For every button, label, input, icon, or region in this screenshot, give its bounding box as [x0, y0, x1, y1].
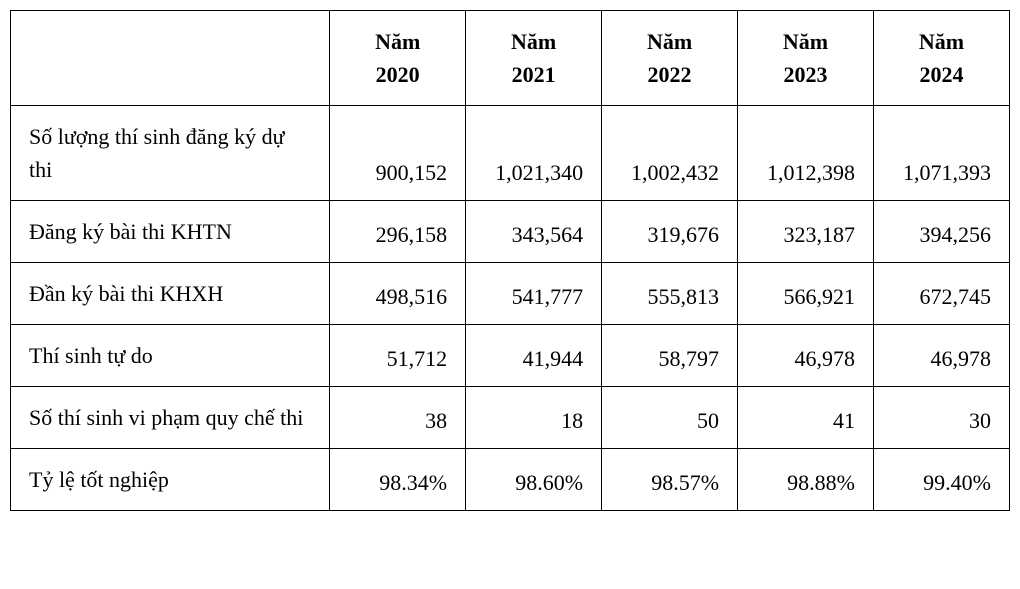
data-cell: 38: [330, 387, 466, 449]
data-cell: 319,676: [602, 201, 738, 263]
year-value: 2020: [348, 58, 447, 91]
data-table: Năm 2020 Năm 2021 Năm 2022 Năm 2023 Năm …: [10, 10, 1010, 511]
table-row: Tỷ lệ tốt nghiệp 98.34% 98.60% 98.57% 98…: [11, 449, 1010, 511]
row-label: Tỷ lệ tốt nghiệp: [11, 449, 330, 511]
data-cell: 343,564: [466, 201, 602, 263]
year-value: 2022: [620, 58, 719, 91]
col-header-2022: Năm 2022: [602, 11, 738, 106]
col-header-2021: Năm 2021: [466, 11, 602, 106]
data-cell: 672,745: [873, 263, 1009, 325]
data-cell: 46,978: [873, 325, 1009, 387]
data-cell: 323,187: [738, 201, 874, 263]
data-cell: 98.34%: [330, 449, 466, 511]
data-cell: 296,158: [330, 201, 466, 263]
row-label: Số lượng thí sinh đăng ký dự thi: [11, 106, 330, 201]
row-label: Số thí sinh vi phạm quy chế thi: [11, 387, 330, 449]
year-label: Năm: [892, 25, 991, 58]
data-cell: 46,978: [738, 325, 874, 387]
col-header-2024: Năm 2024: [873, 11, 1009, 106]
table-row: Số thí sinh vi phạm quy chế thi 38 18 50…: [11, 387, 1010, 449]
data-cell: 58,797: [602, 325, 738, 387]
data-cell: 900,152: [330, 106, 466, 201]
data-cell: 50: [602, 387, 738, 449]
col-header-2023: Năm 2023: [738, 11, 874, 106]
data-cell: 98.60%: [466, 449, 602, 511]
row-label: Thí sinh tự do: [11, 325, 330, 387]
table-row: Thí sinh tự do 51,712 41,944 58,797 46,9…: [11, 325, 1010, 387]
year-label: Năm: [484, 25, 583, 58]
table-row: Đần ký bài thi KHXH 498,516 541,777 555,…: [11, 263, 1010, 325]
row-label: Đăng ký bài thi KHTN: [11, 201, 330, 263]
year-label: Năm: [348, 25, 447, 58]
data-cell: 41,944: [466, 325, 602, 387]
table-row: Số lượng thí sinh đăng ký dự thi 900,152…: [11, 106, 1010, 201]
year-value: 2021: [484, 58, 583, 91]
data-cell: 98.88%: [738, 449, 874, 511]
year-label: Năm: [756, 25, 855, 58]
data-cell: 555,813: [602, 263, 738, 325]
data-cell: 18: [466, 387, 602, 449]
year-value: 2023: [756, 58, 855, 91]
data-cell: 1,071,393: [873, 106, 1009, 201]
empty-header: [11, 11, 330, 106]
data-cell: 498,516: [330, 263, 466, 325]
data-cell: 30: [873, 387, 1009, 449]
year-value: 2024: [892, 58, 991, 91]
header-row: Năm 2020 Năm 2021 Năm 2022 Năm 2023 Năm …: [11, 11, 1010, 106]
data-cell: 541,777: [466, 263, 602, 325]
data-cell: 566,921: [738, 263, 874, 325]
data-cell: 1,021,340: [466, 106, 602, 201]
data-cell: 99.40%: [873, 449, 1009, 511]
col-header-2020: Năm 2020: [330, 11, 466, 106]
table-row: Đăng ký bài thi KHTN 296,158 343,564 319…: [11, 201, 1010, 263]
data-cell: 41: [738, 387, 874, 449]
row-label: Đần ký bài thi KHXH: [11, 263, 330, 325]
data-cell: 394,256: [873, 201, 1009, 263]
data-cell: 98.57%: [602, 449, 738, 511]
data-cell: 1,012,398: [738, 106, 874, 201]
data-cell: 1,002,432: [602, 106, 738, 201]
year-label: Năm: [620, 25, 719, 58]
data-cell: 51,712: [330, 325, 466, 387]
